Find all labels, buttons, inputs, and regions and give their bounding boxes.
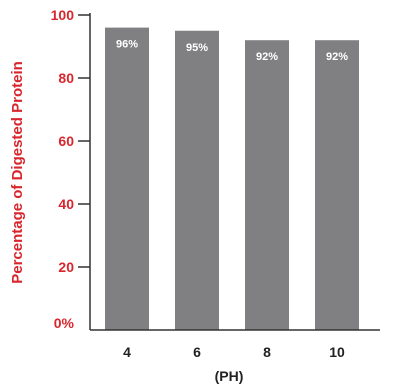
bar-data-label: 96% (116, 39, 138, 51)
bar-data-label: 92% (256, 51, 278, 63)
x-tick-label: 10 (329, 344, 345, 360)
y-axis-ticks: 0% 20 40 60 80 100 (51, 7, 90, 331)
x-tick-label: 6 (193, 344, 201, 360)
bar (315, 40, 359, 330)
bar-data-label: 92% (326, 51, 348, 63)
x-axis-ticks: 4 6 8 10 (123, 344, 345, 360)
y-tick-label: 60 (58, 133, 74, 149)
bar (175, 30, 219, 330)
bars: 96% 95% 92% 92% (105, 27, 359, 330)
y-axis-label: Percentage of Digested Protein (9, 61, 26, 284)
x-axis-label: (PH) (215, 368, 244, 384)
y-tick-label: 20 (58, 259, 74, 275)
y-tick-label: 100 (51, 7, 75, 23)
y-tick-label: 40 (58, 196, 74, 212)
bar (245, 40, 289, 330)
x-tick-label: 4 (123, 344, 131, 360)
bar (105, 27, 149, 330)
x-tick-label: 8 (263, 344, 271, 360)
bar-data-label: 95% (186, 42, 208, 54)
y-tick-label: 80 (58, 70, 74, 86)
y-tick-label: 0% (54, 315, 75, 331)
